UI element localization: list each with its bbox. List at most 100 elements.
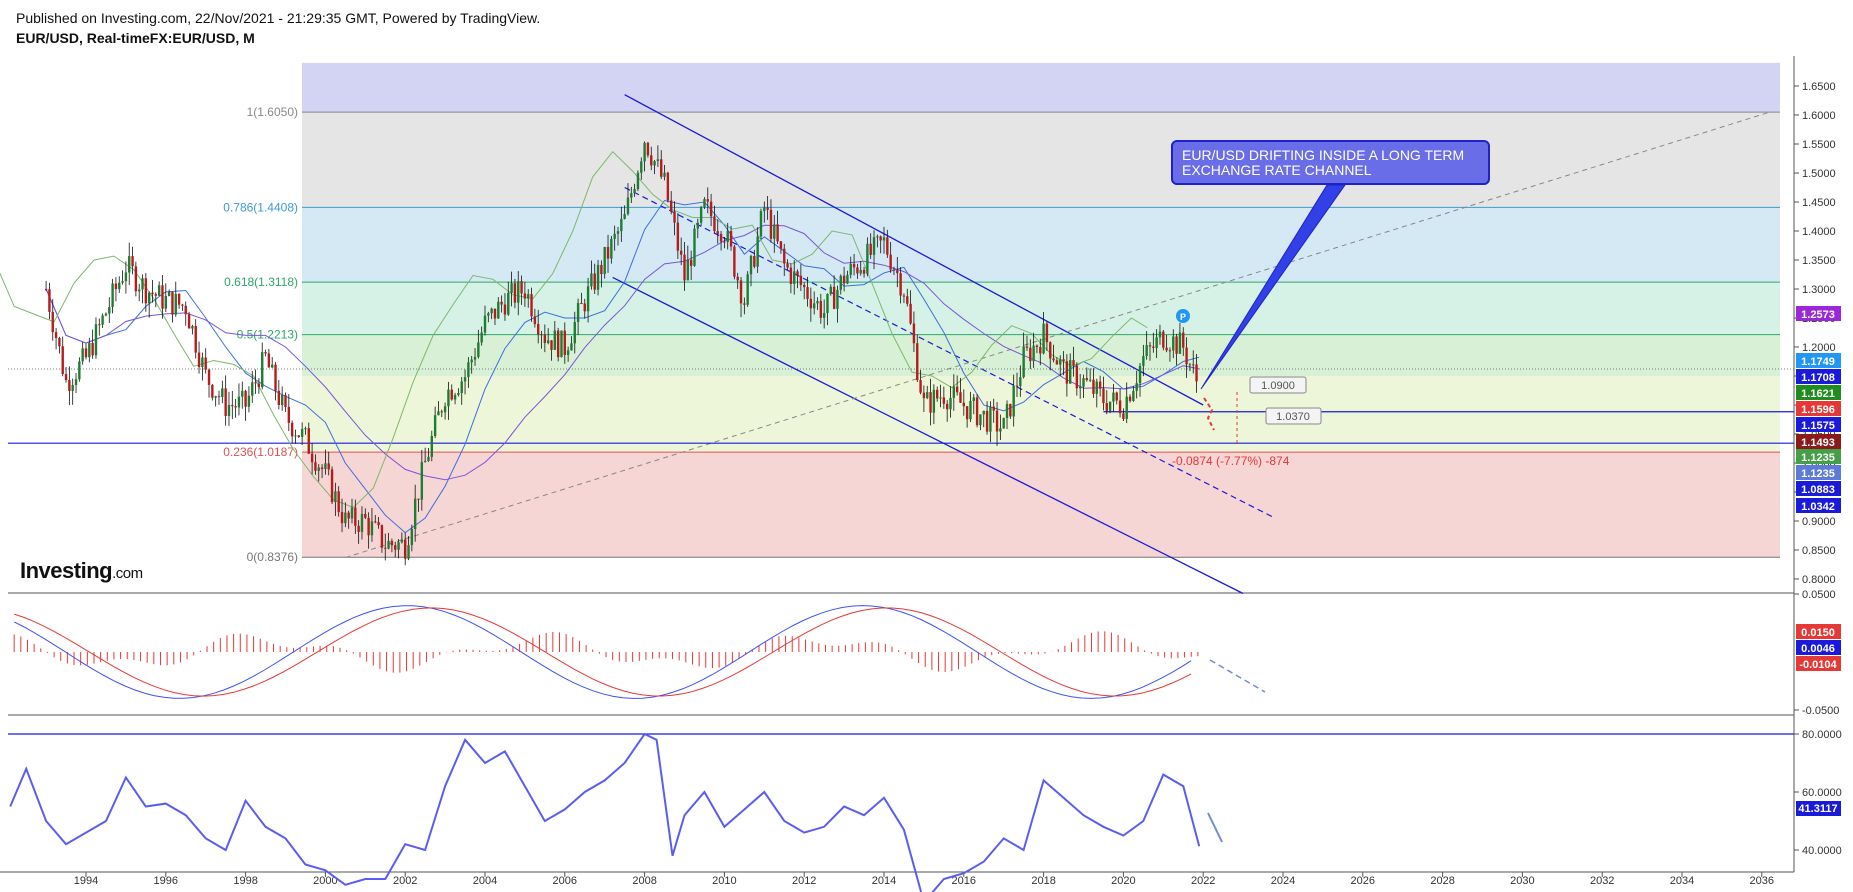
candle-body <box>546 340 550 343</box>
candle-body <box>1012 385 1015 417</box>
candle-body <box>460 381 463 394</box>
candle-body <box>104 313 108 316</box>
candle-body <box>706 199 709 202</box>
candle-body <box>849 263 852 275</box>
candle-body <box>693 228 696 266</box>
candle-body <box>497 301 500 319</box>
candle-body <box>450 389 453 400</box>
candle-body <box>413 498 417 530</box>
candle-body <box>806 287 809 299</box>
candle-body <box>593 273 596 290</box>
candle-body <box>138 289 141 292</box>
candle-body <box>184 305 187 315</box>
candle-body <box>749 255 753 275</box>
candle-body <box>294 435 297 437</box>
y-tick-label: 1.4000 <box>1802 226 1836 238</box>
candle-body <box>886 237 889 255</box>
candle-body <box>1009 403 1012 417</box>
candle-body <box>776 224 779 242</box>
fib-zone <box>302 452 1780 558</box>
published-line: Published on Investing.com, 22/Nov/2021 … <box>16 10 541 26</box>
candle-body <box>633 188 636 194</box>
candle-body <box>979 414 982 426</box>
candle-body <box>773 224 776 239</box>
candle-body <box>573 321 576 344</box>
candle-body <box>231 405 234 407</box>
candle-body <box>307 428 310 454</box>
candle-body <box>726 230 729 243</box>
candle-body <box>247 395 251 407</box>
fib-level-label: 0.618(1.3118) <box>224 275 298 289</box>
candle-body <box>1172 336 1175 351</box>
candle-body <box>68 380 71 391</box>
candle-body <box>1042 323 1045 354</box>
candle-body <box>118 282 121 290</box>
price-tag-label: 1.0883 <box>1801 484 1835 496</box>
candle-body <box>1045 323 1049 343</box>
candle-body <box>241 390 244 397</box>
candle-body <box>866 243 869 274</box>
candle-body <box>670 200 673 212</box>
candle-body <box>716 231 719 234</box>
price-tag <box>1796 465 1841 480</box>
candle-body <box>1002 418 1005 429</box>
candle-body <box>254 382 257 384</box>
candle-body <box>387 540 390 549</box>
candle-body <box>267 353 271 368</box>
candle-body <box>224 388 227 417</box>
x-tick-label: 1998 <box>233 875 257 887</box>
candle-body <box>304 428 307 430</box>
candle-body <box>969 401 972 420</box>
candle-body <box>1185 347 1188 365</box>
candle-body <box>370 521 374 536</box>
candle-body <box>523 293 527 299</box>
candle-body <box>367 517 370 536</box>
candle-body <box>919 380 922 393</box>
candle-body <box>227 405 231 417</box>
price-tag <box>1796 498 1841 513</box>
rsi-y-tick-label: 60.0000 <box>1802 787 1842 799</box>
candle-body <box>1188 364 1192 366</box>
candle-body <box>423 460 427 463</box>
p-marker <box>1176 309 1190 323</box>
candle-body <box>689 259 693 266</box>
candle-body <box>796 271 799 276</box>
candle-body <box>1182 332 1185 348</box>
candle-body <box>467 362 470 378</box>
candle-body <box>134 266 138 292</box>
x-tick-label: 2006 <box>553 875 577 887</box>
candle-body <box>1069 360 1072 384</box>
fib-level-label: 0.786(1.4408) <box>223 200 298 214</box>
channel-mid-line <box>624 186 1276 519</box>
price-tag-label: 1.1493 <box>1801 437 1835 449</box>
candle-body <box>374 521 377 523</box>
callout-box <box>1265 407 1322 425</box>
macd-tag <box>1796 656 1841 671</box>
candle-body <box>417 498 420 500</box>
x-tick-label: 2012 <box>792 875 816 887</box>
x-tick-label: 2024 <box>1271 875 1295 887</box>
fib-level-label: 0.5(1.2213) <box>237 328 298 342</box>
candle-body <box>157 285 161 296</box>
candle-body <box>400 539 404 543</box>
candle-body <box>756 236 759 267</box>
candle-body <box>719 233 723 242</box>
symbol-title: EUR/USD, Real-timeFX:EUR/USD, M <box>16 30 255 46</box>
candle-body <box>1192 364 1195 366</box>
price-tag-label: 1.1749 <box>1801 356 1835 368</box>
candle-body <box>673 211 676 223</box>
candle-body <box>1148 345 1152 347</box>
fib-zone <box>302 112 1780 208</box>
x-tick-label: 2020 <box>1111 875 1135 887</box>
candle-body <box>945 403 949 410</box>
candle-body <box>167 291 171 296</box>
fib-zone <box>302 282 1780 335</box>
candle-body <box>560 330 563 358</box>
candle-body <box>74 379 78 386</box>
candle-body <box>261 352 264 388</box>
candle-body <box>842 275 846 284</box>
candle-body <box>354 507 357 526</box>
candle-body <box>1088 379 1092 381</box>
candle-body <box>197 352 201 368</box>
